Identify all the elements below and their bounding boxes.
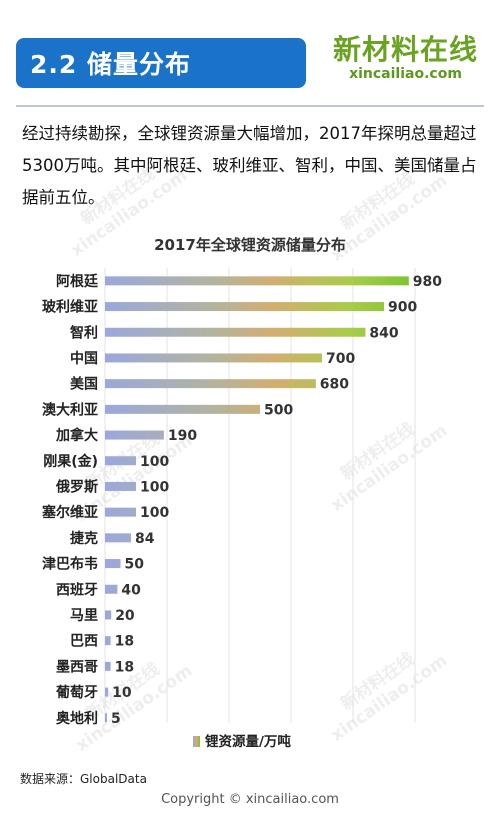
section-title: 2.2 储量分布	[30, 50, 191, 79]
logo-text-cn: 新材料在线	[332, 33, 478, 66]
value-label: 500	[264, 402, 293, 418]
category-label: 塞尔维亚	[42, 504, 98, 521]
value-label: 5	[111, 711, 121, 727]
bar	[105, 404, 260, 414]
category-label: 捷克	[70, 530, 98, 547]
category-label: 马里	[70, 608, 98, 624]
logo-text-en: xincailiao.com	[349, 66, 462, 82]
bar	[105, 507, 136, 517]
bar	[105, 713, 107, 723]
bar	[105, 481, 136, 491]
brand-logo: 新材料在线 xincailiao.com	[332, 33, 478, 83]
category-label: 澳大利亚	[42, 401, 98, 418]
bar	[105, 661, 111, 671]
value-label: 680	[320, 377, 349, 393]
value-label: 700	[326, 351, 355, 367]
chart-gridlines	[104, 268, 416, 723]
copyright: Copyright © xincailiao.com	[161, 792, 339, 807]
bar	[105, 327, 366, 337]
value-label: 10	[112, 685, 132, 701]
category-label: 美国	[70, 376, 98, 393]
value-label: 980	[413, 274, 442, 290]
category-label: 奥地利	[56, 710, 98, 727]
value-label: 50	[125, 557, 145, 573]
data-source: 数据来源：GlobalData	[20, 772, 147, 786]
bar	[105, 636, 111, 646]
category-label: 巴西	[70, 634, 98, 650]
bar	[105, 584, 118, 594]
lithium-reserves-bar-chart: 2017年全球锂资源储量分布 阿根廷 980 玻利维亚 900 智利 840 中国 700 美国…	[42, 236, 442, 750]
intro-paragraph: 经过持续勘探，全球锂资源量大幅增加，2017年探明总量超过5300万吨。其中阿根…	[22, 124, 477, 207]
category-label: 津巴布韦	[42, 556, 98, 573]
bar	[105, 430, 164, 440]
value-label: 84	[135, 531, 155, 547]
bar	[105, 379, 316, 389]
chart-legend: 锂资源量/万吨	[193, 733, 291, 750]
category-label: 中国	[70, 350, 98, 367]
value-label: 18	[115, 634, 134, 650]
value-label: 190	[168, 428, 197, 444]
chart-bars: 阿根廷 980 玻利维亚 900 智利 840 中国 700 美国 680 澳大利亚 500 加拿大 19…	[42, 273, 442, 727]
value-label: 840	[369, 325, 398, 341]
category-label: 玻利维亚	[42, 299, 98, 316]
category-label: 西班牙	[56, 581, 98, 598]
value-label: 100	[140, 505, 169, 521]
category-label: 加拿大	[55, 427, 98, 444]
bar	[105, 533, 132, 543]
legend-swatch	[193, 736, 200, 747]
category-label: 墨西哥	[56, 659, 98, 675]
bar	[105, 302, 384, 312]
category-label: 阿根廷	[56, 273, 99, 290]
bar	[105, 276, 409, 286]
value-label: 100	[140, 454, 169, 470]
category-label: 刚果(金)	[43, 453, 98, 470]
bar	[105, 610, 112, 620]
value-label: 20	[115, 608, 135, 624]
category-label: 俄罗斯	[55, 478, 98, 495]
category-label: 葡萄牙	[55, 684, 98, 701]
bar	[105, 456, 136, 466]
value-label: 18	[115, 659, 134, 675]
bar	[105, 559, 121, 569]
value-label: 40	[121, 582, 141, 598]
divider	[16, 105, 484, 107]
value-label: 100	[140, 479, 169, 495]
category-label: 智利	[69, 324, 98, 341]
value-label: 900	[388, 300, 417, 316]
bar	[105, 353, 322, 363]
legend-label: 锂资源量/万吨	[205, 733, 291, 750]
bar	[105, 687, 109, 697]
section-header: 2.2 储量分布	[16, 38, 306, 88]
chart-title: 2017年全球锂资源储量分布	[154, 236, 346, 254]
